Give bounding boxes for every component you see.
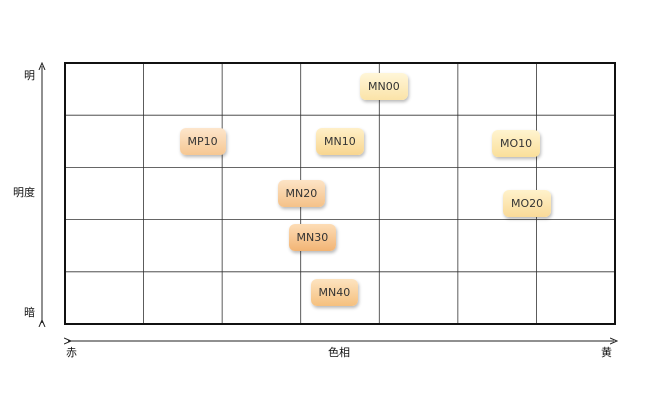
product-chip-mn20: MN20 — [277, 180, 326, 207]
hue-yellow-label: 黄 — [601, 346, 612, 359]
lightness-axis-label: 明度 — [13, 186, 35, 199]
lightness-low-label: 暗 — [24, 306, 35, 319]
grid-frame — [64, 62, 616, 325]
product-chip-mn40: MN40 — [310, 279, 359, 307]
product-chip-mn30: MN30 — [288, 224, 337, 252]
product-chip-mo10: MO10 — [492, 130, 541, 158]
product-chip-mp10: MP10 — [179, 127, 226, 155]
hue-red-label: 赤 — [66, 346, 77, 359]
hue-axis-label: 色相 — [328, 346, 350, 359]
lightness-high-label: 明 — [24, 69, 35, 82]
product-chip-mo20: MO20 — [503, 190, 552, 218]
product-chip-mn00: MN00 — [360, 72, 408, 100]
product-chip-mn10: MN10 — [316, 127, 364, 155]
